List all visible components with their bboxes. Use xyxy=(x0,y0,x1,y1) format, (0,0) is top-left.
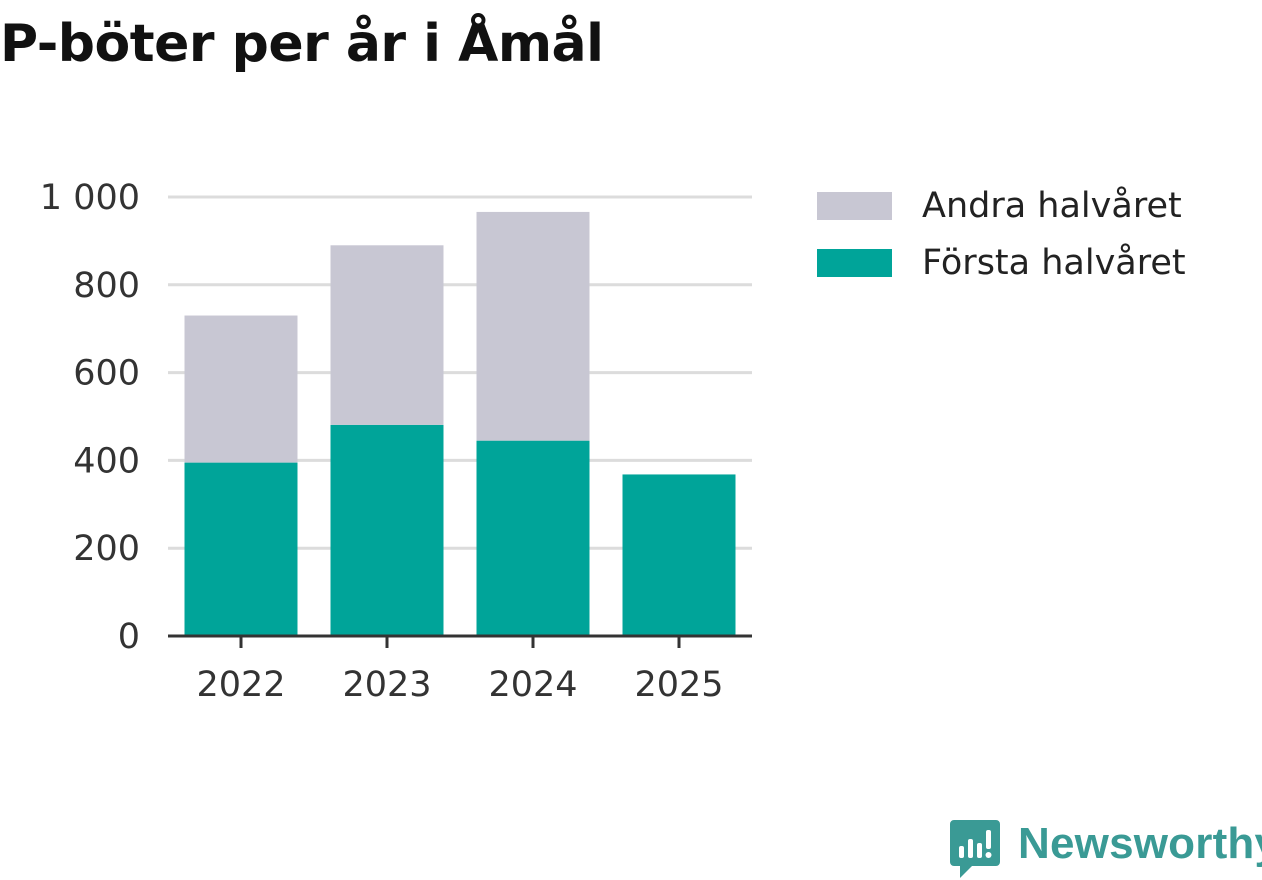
bar-2024-series-1 xyxy=(476,211,590,441)
bar-2023-series-1 xyxy=(330,245,444,425)
legend-swatch-andra-halvaret xyxy=(817,192,892,220)
y-tick-label-600: 600 xyxy=(73,354,140,394)
y-tick-label-800: 800 xyxy=(73,266,140,306)
x-tick-label-2022: 2022 xyxy=(196,665,285,705)
y-tick-label-200: 200 xyxy=(73,529,140,569)
x-tick-label-2025: 2025 xyxy=(634,665,723,705)
y-tick-label-400: 400 xyxy=(73,441,140,481)
bar-2024-series-0 xyxy=(476,440,590,636)
legend-label-andra-halvaret: Andra halvåret xyxy=(922,186,1182,226)
legend-swatch-forsta-halvaret xyxy=(817,249,892,277)
y-tick-label-0: 0 xyxy=(118,617,140,657)
bars xyxy=(184,211,736,636)
newsworthy-logo-icon xyxy=(950,820,1000,878)
bar-2022-series-0 xyxy=(184,462,298,636)
bar-2022-series-1 xyxy=(184,315,298,463)
axes: 0 200 400 600 800 1 000 2022 2023 2024 2025 xyxy=(40,178,752,705)
brand-name: Newsworthy xyxy=(1018,819,1262,868)
x-tick-label-2023: 2023 xyxy=(342,665,431,705)
bar-2023-series-0 xyxy=(330,424,444,636)
y-tick-label-1000: 1 000 xyxy=(40,178,140,218)
chart-title: P-böter per år i Åmål xyxy=(0,14,604,74)
bar-2025-series-0 xyxy=(622,474,736,636)
legend-label-forsta-halvaret: Första halvåret xyxy=(922,243,1186,283)
x-tick-label-2024: 2024 xyxy=(488,665,577,705)
